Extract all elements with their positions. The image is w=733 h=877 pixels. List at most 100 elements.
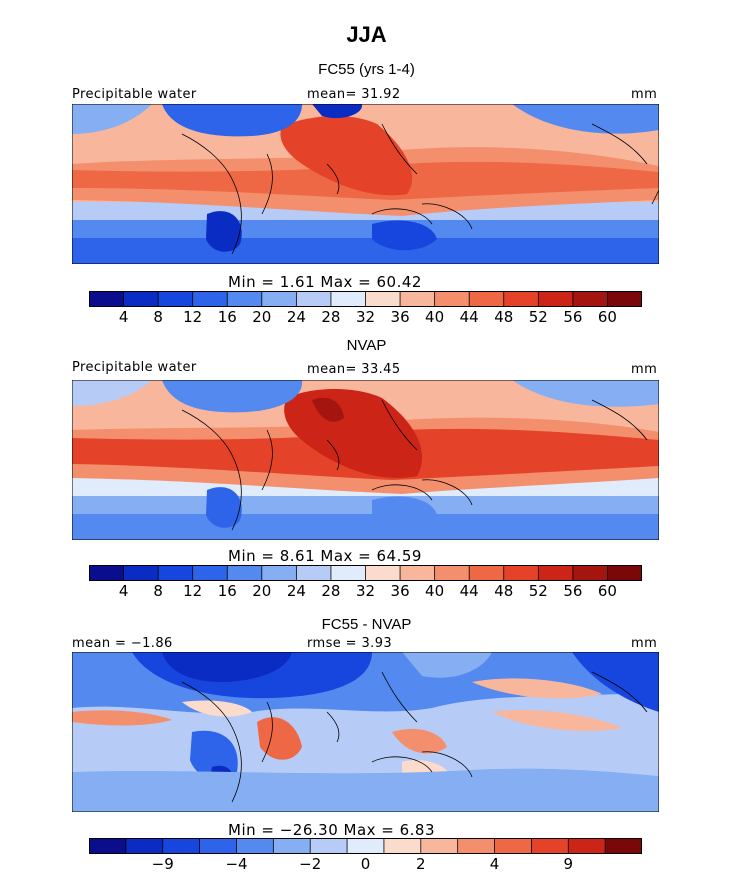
panel3-south-band <box>72 768 659 812</box>
panel1-australia-dry <box>372 220 437 251</box>
colorbar-swatch <box>158 291 194 307</box>
colorbar-swatch <box>503 291 539 307</box>
colorbar-swatch <box>434 565 470 581</box>
colorbar-swatch <box>261 565 297 581</box>
panel2-coastlines <box>181 399 648 531</box>
panel2-colorbar-ticks: 4 8 12 16 20 24 28 32 36 40 44 48 52 56 60 <box>89 582 642 602</box>
panel3-pacific-positive-1 <box>472 678 602 699</box>
panel1-south-africa-dry <box>206 211 242 252</box>
colorbar-tick-label: 12 <box>183 308 203 326</box>
panel3-atlantic-positive <box>72 710 172 726</box>
panel2-map <box>72 380 659 540</box>
panel2-mean-label: mean= 33.45 <box>307 362 401 377</box>
colorbar-swatch <box>273 838 311 854</box>
colorbar-swatch <box>434 291 470 307</box>
panel3-title: FC55 - NVAP <box>321 616 412 633</box>
colorbar-tick-label: 28 <box>321 308 341 326</box>
colorbar-tick-label: 24 <box>286 308 306 326</box>
panel1-units-label: mm <box>631 87 658 102</box>
colorbar-tick-label: 16 <box>217 308 237 326</box>
colorbar-tick-label: 36 <box>390 308 410 326</box>
colorbar-tick-label: 60 <box>597 308 617 326</box>
panel2-south-africa-dry <box>206 487 242 528</box>
colorbar-tick-label: 24 <box>286 582 306 600</box>
colorbar-tick-label: 56 <box>563 582 583 600</box>
colorbar-swatch <box>457 838 496 854</box>
colorbar-tick-label: 8 <box>153 308 163 326</box>
colorbar-tick-label: 0 <box>360 855 371 873</box>
colorbar-tick-label: 32 <box>355 308 376 326</box>
panel3-colorbar-ticks: −9 −4 −2 0 2 4 9 <box>89 855 642 875</box>
colorbar-swatch <box>420 838 459 854</box>
colorbar-swatch <box>123 291 159 307</box>
panel3-north-pacific-negative <box>572 652 659 712</box>
panel3-arabian-sea-positive <box>257 717 302 760</box>
colorbar-tick-label: 8 <box>153 582 163 600</box>
colorbar-swatch <box>158 565 194 581</box>
panel1-monsoon-core <box>280 115 413 196</box>
colorbar-swatch <box>568 838 606 854</box>
colorbar-swatch <box>330 291 366 307</box>
panel1-mean-label: mean= 31.92 <box>307 87 401 102</box>
colorbar-tick-label: 28 <box>321 582 341 600</box>
colorbar-swatch <box>605 838 642 854</box>
panel3-mean-label: mean = −1.86 <box>72 636 173 651</box>
panel1-north-atlantic-dry <box>72 104 152 134</box>
colorbar-frame <box>89 565 642 581</box>
panel1-map <box>72 104 659 264</box>
colorbar-swatch <box>607 565 642 581</box>
colorbar-swatch <box>192 565 228 581</box>
colorbar-tick-label: 52 <box>528 308 548 326</box>
colorbar-swatch <box>400 291 436 307</box>
colorbar-swatch <box>227 291 263 307</box>
panel3-coastlines <box>181 671 648 803</box>
colorbar-swatch <box>192 291 228 307</box>
panel3-units-label: mm <box>631 636 658 651</box>
panel1-title: FC55 (yrs 1-4) <box>318 61 415 78</box>
colorbar-tick-label: 40 <box>425 308 445 326</box>
panel3-north-very-negative <box>162 652 292 682</box>
colorbar-tick-label: 4 <box>489 855 500 873</box>
colorbar-swatch <box>538 291 574 307</box>
panel2-variable-label: Precipitable water <box>72 360 197 375</box>
colorbar-tick-label: −4 <box>225 855 248 873</box>
panel3-map <box>72 652 659 812</box>
panel2-north-pacific-dry <box>512 380 659 407</box>
panel1-north-dry-1 <box>162 104 302 137</box>
colorbar-tick-label: 44 <box>459 308 479 326</box>
colorbar-swatch <box>123 565 159 581</box>
colorbar-swatch <box>494 838 532 854</box>
colorbar-swatch <box>310 838 348 854</box>
colorbar-tick-label: 48 <box>494 308 514 326</box>
colorbar-swatch <box>531 838 569 854</box>
colorbar-swatch <box>89 565 125 581</box>
colorbar-swatch <box>572 565 608 581</box>
colorbar-swatch <box>227 565 263 581</box>
colorbar-tick-label: 52 <box>528 582 548 600</box>
panel2-min-max: Min = 8.61 Max = 64.59 <box>228 547 422 565</box>
panel2-australia-dry <box>372 496 437 527</box>
colorbar-swatch <box>296 565 332 581</box>
colorbar-tick-label: 36 <box>390 582 410 600</box>
colorbar-swatch <box>572 291 608 307</box>
colorbar-tick-label: 20 <box>252 308 272 326</box>
colorbar-swatch <box>365 291 401 307</box>
colorbar-tick-label: 48 <box>494 582 514 600</box>
panel2-bay-of-bengal-max <box>312 397 344 422</box>
panel2-units-label: mm <box>631 362 658 377</box>
panel2-title: NVAP <box>346 337 387 354</box>
colorbar-tick-label: −2 <box>299 855 322 873</box>
colorbar-swatch <box>296 291 332 307</box>
panel1-colorbar-ticks: 4 8 12 16 20 24 28 32 36 40 44 48 52 56 60 <box>89 308 642 328</box>
colorbar-swatch <box>503 565 539 581</box>
panel1-min-max: Min = 1.61 Max = 60.42 <box>228 273 422 291</box>
panel2-band-south-deep <box>72 510 659 540</box>
colorbar-swatch <box>469 565 505 581</box>
colorbar-tick-label: 4 <box>118 582 129 600</box>
colorbar-swatch <box>365 565 401 581</box>
colorbar-swatch <box>261 291 297 307</box>
panel3-rmse-label: rmse = 3.93 <box>307 636 393 651</box>
colorbar-tick-label: 2 <box>416 855 426 873</box>
colorbar-frame <box>89 838 642 854</box>
colorbar-swatch <box>330 565 366 581</box>
